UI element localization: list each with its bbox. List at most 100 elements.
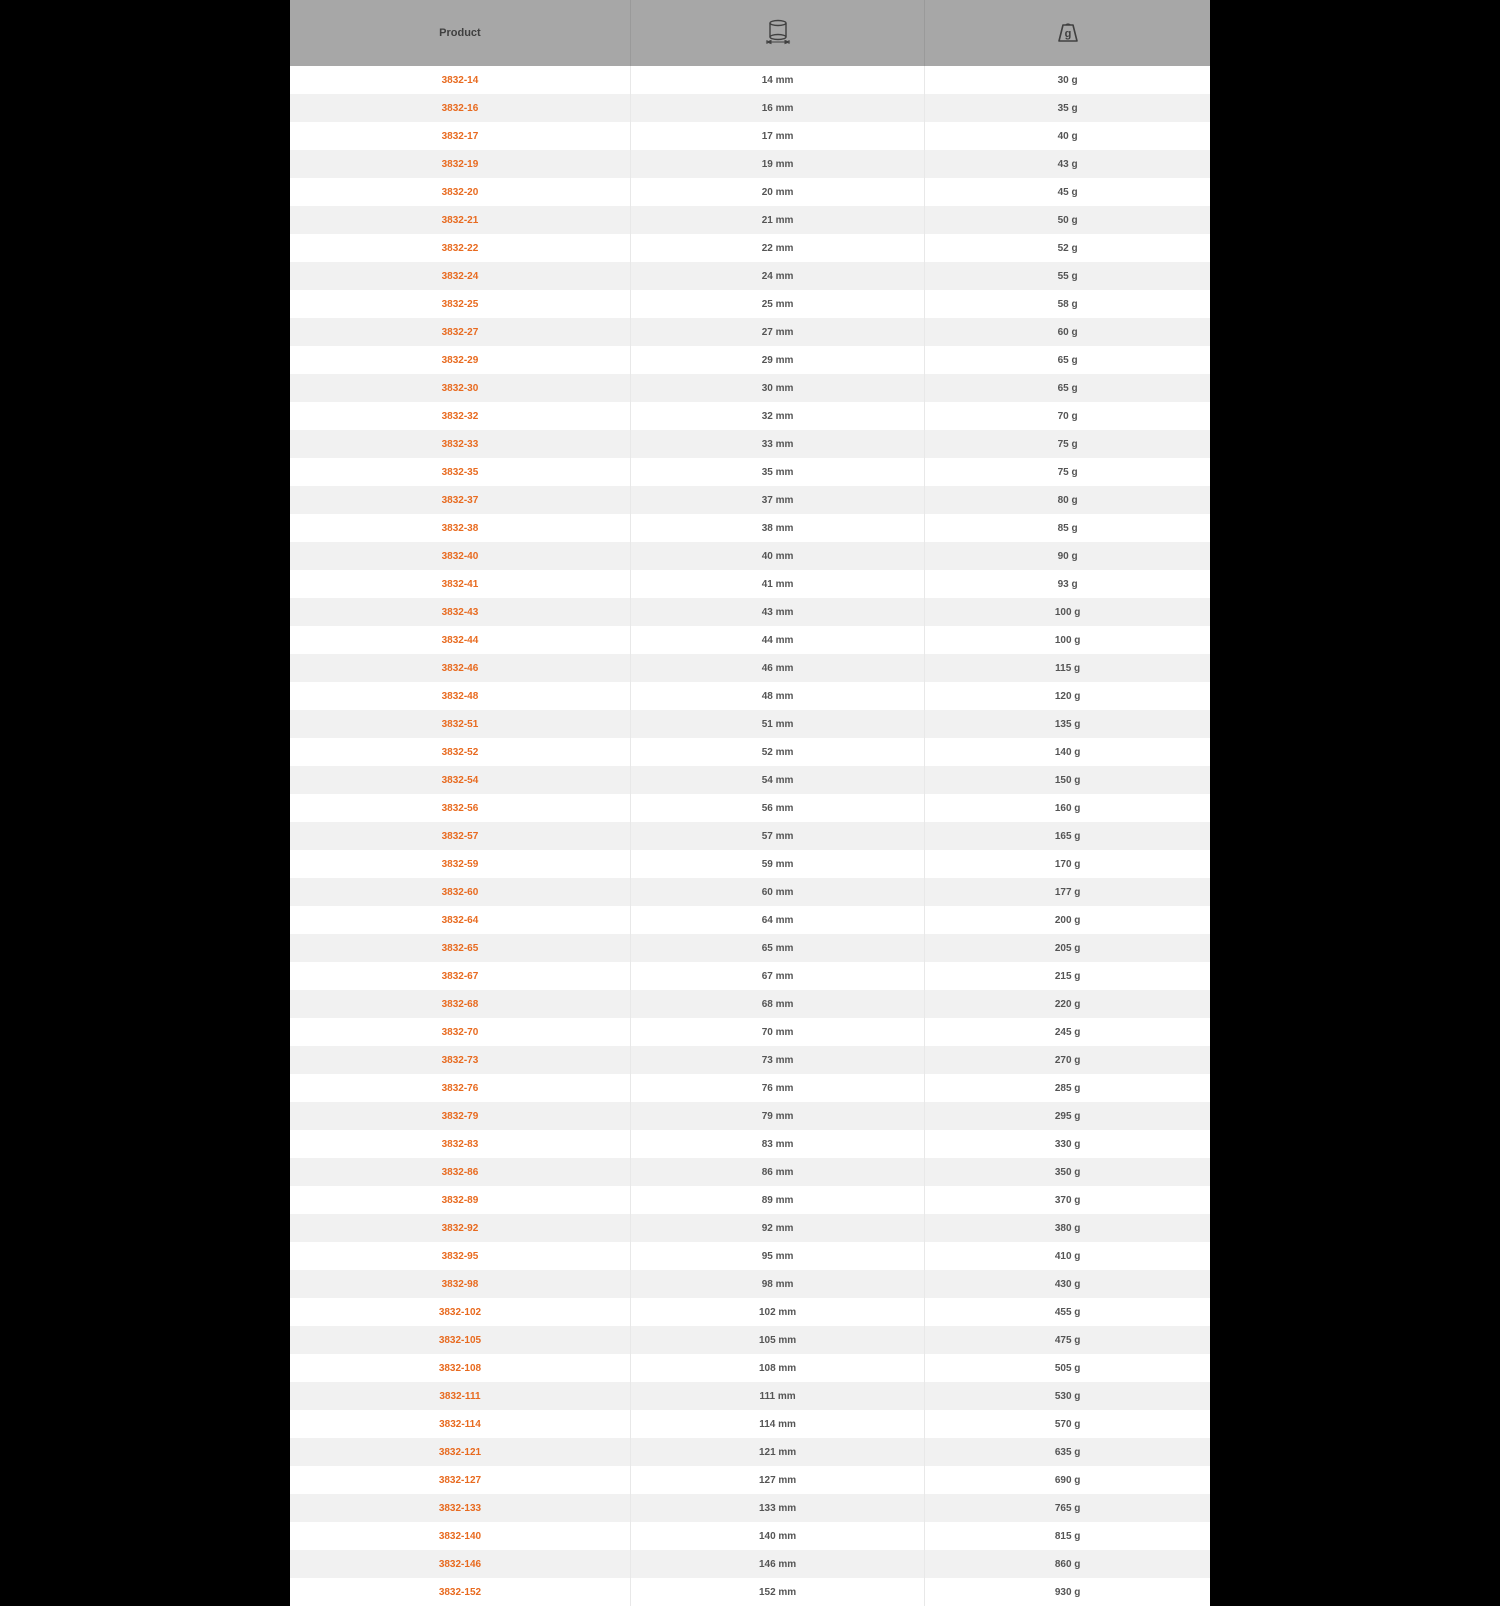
product-link[interactable]: 3832-89	[442, 1195, 479, 1206]
cell-diameter: 43 mm	[630, 598, 924, 626]
product-link[interactable]: 3832-127	[439, 1475, 481, 1486]
cell-diameter: 19 mm	[630, 150, 924, 178]
table-row: 3832-7373 mm270 g	[290, 1046, 1210, 1074]
product-link[interactable]: 3832-16	[442, 103, 479, 114]
product-link[interactable]: 3832-73	[442, 1055, 479, 1066]
cell-weight: 80 g	[925, 486, 1210, 514]
product-link[interactable]: 3832-95	[442, 1251, 479, 1262]
cell-product: 3832-51	[290, 710, 630, 738]
product-link[interactable]: 3832-70	[442, 1027, 479, 1038]
product-link[interactable]: 3832-19	[442, 159, 479, 170]
product-link[interactable]: 3832-111	[439, 1391, 480, 1402]
product-link[interactable]: 3832-38	[442, 523, 479, 534]
product-link[interactable]: 3832-65	[442, 943, 479, 954]
product-link[interactable]: 3832-52	[442, 747, 479, 758]
product-link[interactable]: 3832-33	[442, 439, 479, 450]
product-link[interactable]: 3832-56	[442, 803, 479, 814]
cell-weight: 370 g	[925, 1186, 1210, 1214]
product-link[interactable]: 3832-51	[442, 719, 479, 730]
product-link[interactable]: 3832-22	[442, 243, 479, 254]
product-link[interactable]: 3832-54	[442, 775, 479, 786]
cell-diameter: 102 mm	[630, 1298, 924, 1326]
product-link[interactable]: 3832-102	[439, 1307, 481, 1318]
cell-product: 3832-108	[290, 1354, 630, 1382]
product-link[interactable]: 3832-105	[439, 1335, 481, 1346]
product-link[interactable]: 3832-37	[442, 495, 479, 506]
product-link[interactable]: 3832-98	[442, 1279, 479, 1290]
product-link[interactable]: 3832-64	[442, 915, 479, 926]
table-row: 3832-3232 mm70 g	[290, 402, 1210, 430]
col-header-weight: g	[925, 0, 1210, 66]
product-link[interactable]: 3832-152	[439, 1587, 481, 1598]
cell-weight: 330 g	[925, 1130, 1210, 1158]
table-row: 3832-1919 mm43 g	[290, 150, 1210, 178]
table-row: 3832-5959 mm170 g	[290, 850, 1210, 878]
table-row: 3832-102102 mm455 g	[290, 1298, 1210, 1326]
product-link[interactable]: 3832-146	[439, 1559, 481, 1570]
product-link[interactable]: 3832-68	[442, 999, 479, 1010]
product-link[interactable]: 3832-29	[442, 355, 479, 366]
cell-weight: 930 g	[925, 1578, 1210, 1606]
cell-weight: 200 g	[925, 906, 1210, 934]
product-link[interactable]: 3832-108	[439, 1363, 481, 1374]
table-row: 3832-6464 mm200 g	[290, 906, 1210, 934]
product-link[interactable]: 3832-48	[442, 691, 479, 702]
product-link[interactable]: 3832-140	[439, 1531, 481, 1542]
cell-product: 3832-35	[290, 458, 630, 486]
product-link[interactable]: 3832-86	[442, 1167, 479, 1178]
cell-product: 3832-86	[290, 1158, 630, 1186]
product-link[interactable]: 3832-67	[442, 971, 479, 982]
table-row: 3832-1717 mm40 g	[290, 122, 1210, 150]
cell-weight: 160 g	[925, 794, 1210, 822]
cell-product: 3832-29	[290, 346, 630, 374]
product-link[interactable]: 3832-83	[442, 1139, 479, 1150]
product-link[interactable]: 3832-41	[442, 579, 479, 590]
product-link[interactable]: 3832-24	[442, 271, 479, 282]
cell-weight: 270 g	[925, 1046, 1210, 1074]
product-link[interactable]: 3832-21	[442, 215, 479, 226]
product-link[interactable]: 3832-60	[442, 887, 479, 898]
cell-product: 3832-27	[290, 318, 630, 346]
table-row: 3832-3838 mm85 g	[290, 514, 1210, 542]
product-link[interactable]: 3832-114	[439, 1419, 481, 1430]
product-link[interactable]: 3832-30	[442, 383, 479, 394]
product-link[interactable]: 3832-25	[442, 299, 479, 310]
product-link[interactable]: 3832-92	[442, 1223, 479, 1234]
product-link[interactable]: 3832-20	[442, 187, 479, 198]
product-link[interactable]: 3832-57	[442, 831, 479, 842]
cell-product: 3832-20	[290, 178, 630, 206]
cell-weight: 85 g	[925, 514, 1210, 542]
product-link[interactable]: 3832-121	[439, 1447, 481, 1458]
col-header-product: Product	[290, 0, 630, 66]
product-link[interactable]: 3832-43	[442, 607, 479, 618]
product-link[interactable]: 3832-79	[442, 1111, 479, 1122]
table-row: 3832-2121 mm50 g	[290, 206, 1210, 234]
table-row: 3832-4848 mm120 g	[290, 682, 1210, 710]
cell-diameter: 67 mm	[630, 962, 924, 990]
cell-weight: 90 g	[925, 542, 1210, 570]
product-link[interactable]: 3832-133	[439, 1503, 481, 1514]
table-row: 3832-4646 mm115 g	[290, 654, 1210, 682]
cell-weight: 30 g	[925, 66, 1210, 94]
product-link[interactable]: 3832-46	[442, 663, 479, 674]
cell-diameter: 17 mm	[630, 122, 924, 150]
product-link[interactable]: 3832-32	[442, 411, 479, 422]
product-link[interactable]: 3832-59	[442, 859, 479, 870]
product-link[interactable]: 3832-35	[442, 467, 479, 478]
cell-weight: 150 g	[925, 766, 1210, 794]
cell-product: 3832-95	[290, 1242, 630, 1270]
table-row: 3832-6767 mm215 g	[290, 962, 1210, 990]
table-row: 3832-127127 mm690 g	[290, 1466, 1210, 1494]
cell-diameter: 76 mm	[630, 1074, 924, 1102]
product-link[interactable]: 3832-14	[442, 75, 479, 86]
product-link[interactable]: 3832-27	[442, 327, 479, 338]
product-link[interactable]: 3832-17	[442, 131, 479, 142]
table-row: 3832-7676 mm285 g	[290, 1074, 1210, 1102]
cell-weight: 75 g	[925, 458, 1210, 486]
product-link[interactable]: 3832-44	[442, 635, 479, 646]
product-link[interactable]: 3832-76	[442, 1083, 479, 1094]
cell-diameter: 51 mm	[630, 710, 924, 738]
cell-product: 3832-48	[290, 682, 630, 710]
table-row: 3832-4343 mm100 g	[290, 598, 1210, 626]
product-link[interactable]: 3832-40	[442, 551, 479, 562]
